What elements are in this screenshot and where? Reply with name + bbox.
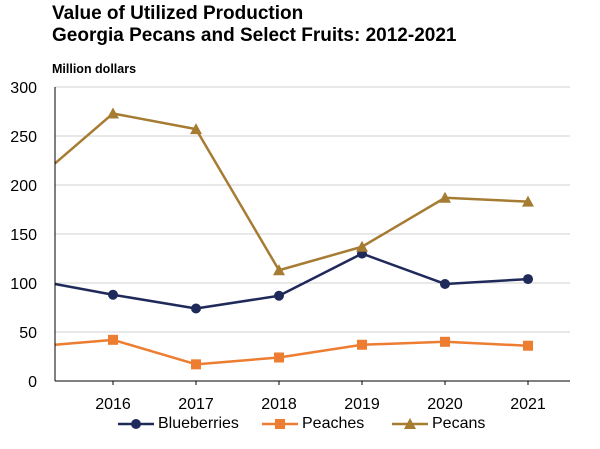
point-peaches-2016 <box>108 334 118 345</box>
legend-swatch-pecans <box>392 418 428 429</box>
point-peaches-2018 <box>274 352 284 363</box>
series-line-peaches <box>54 338 529 366</box>
point-blueberries-2021 <box>523 274 533 285</box>
legend-item-blueberries: Blueberries <box>118 415 239 433</box>
y-axis-label: Million dollars <box>52 62 137 76</box>
y-tick-labels: 0 50 100 150 200 250 300 <box>10 80 37 391</box>
point-blueberries-2018 <box>274 290 284 301</box>
legend: Blueberries Peaches Pecans <box>0 415 600 437</box>
x-tick-2017: 2017 <box>178 396 214 413</box>
x-tick-2016: 2016 <box>95 396 131 413</box>
point-peaches-2020 <box>440 336 450 347</box>
y-tick-250: 250 <box>10 129 37 146</box>
x-tick-2018: 2018 <box>261 396 297 413</box>
chart-subtitle: Georgia Pecans and Select Fruits: 2012-2… <box>52 25 457 46</box>
point-pecans-2017 <box>190 123 202 135</box>
point-blueberries-2016 <box>108 289 118 300</box>
point-pecans-2019 <box>356 240 368 252</box>
series-line-blueberries <box>54 252 529 310</box>
series-lines <box>54 112 529 366</box>
legend-item-pecans: Pecans <box>392 415 485 433</box>
series-markers <box>107 107 534 370</box>
y-tick-100: 100 <box>10 276 37 293</box>
point-peaches-2019 <box>357 339 367 350</box>
x-tick-2021: 2021 <box>510 396 546 413</box>
y-tick-0: 0 <box>28 374 37 391</box>
y-tick-50: 50 <box>19 325 37 342</box>
chart-title: Value of Utilized Production <box>52 3 304 24</box>
legend-label-peaches: Peaches <box>302 415 365 432</box>
point-pecans-2021 <box>522 195 534 207</box>
legend-swatch-peaches <box>262 419 298 429</box>
point-pecans-2018 <box>273 264 285 276</box>
x-tick-2020: 2020 <box>427 396 463 413</box>
series-line-pecans <box>54 112 529 272</box>
legend-label-blueberries: Blueberries <box>158 415 239 432</box>
point-peaches-2021 <box>523 340 533 351</box>
legend-item-peaches: Peaches <box>262 415 364 433</box>
point-pecans-2016 <box>107 107 119 119</box>
x-tick-labels: 2016 2017 2018 2019 2020 2021 <box>95 396 546 413</box>
point-peaches-2017 <box>191 359 201 370</box>
legend-label-pecans: Pecans <box>432 415 486 432</box>
y-tick-200: 200 <box>10 178 37 195</box>
gridlines <box>55 86 570 333</box>
point-blueberries-2017 <box>191 303 201 314</box>
y-tick-300: 300 <box>10 80 37 97</box>
axes <box>54 87 570 385</box>
legend-swatch-blueberries <box>118 419 154 429</box>
point-blueberries-2020 <box>440 278 450 289</box>
x-tick-2019: 2019 <box>344 396 380 413</box>
point-pecans-2020 <box>439 191 451 203</box>
y-tick-150: 150 <box>10 227 37 244</box>
